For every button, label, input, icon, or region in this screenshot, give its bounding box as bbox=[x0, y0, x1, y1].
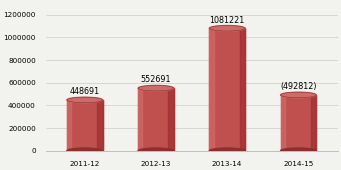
Text: 552691: 552691 bbox=[141, 75, 171, 84]
Bar bbox=[138, 88, 143, 151]
Ellipse shape bbox=[281, 148, 316, 154]
Ellipse shape bbox=[67, 97, 103, 103]
Bar bbox=[168, 88, 174, 151]
Text: 1081221: 1081221 bbox=[209, 16, 245, 25]
Bar bbox=[138, 88, 174, 151]
Bar bbox=[281, 95, 285, 151]
Ellipse shape bbox=[209, 26, 245, 31]
Bar bbox=[311, 95, 316, 151]
Bar bbox=[240, 28, 245, 151]
Bar bbox=[67, 100, 71, 151]
Bar bbox=[209, 28, 245, 151]
Bar bbox=[67, 100, 103, 151]
Ellipse shape bbox=[209, 148, 245, 154]
Ellipse shape bbox=[138, 148, 174, 154]
Ellipse shape bbox=[281, 92, 316, 98]
Bar bbox=[97, 100, 103, 151]
Bar bbox=[209, 28, 213, 151]
Text: 448691: 448691 bbox=[70, 87, 100, 96]
Text: (492812): (492812) bbox=[280, 82, 316, 91]
Ellipse shape bbox=[67, 148, 103, 154]
Ellipse shape bbox=[138, 85, 174, 91]
Bar bbox=[281, 95, 316, 151]
